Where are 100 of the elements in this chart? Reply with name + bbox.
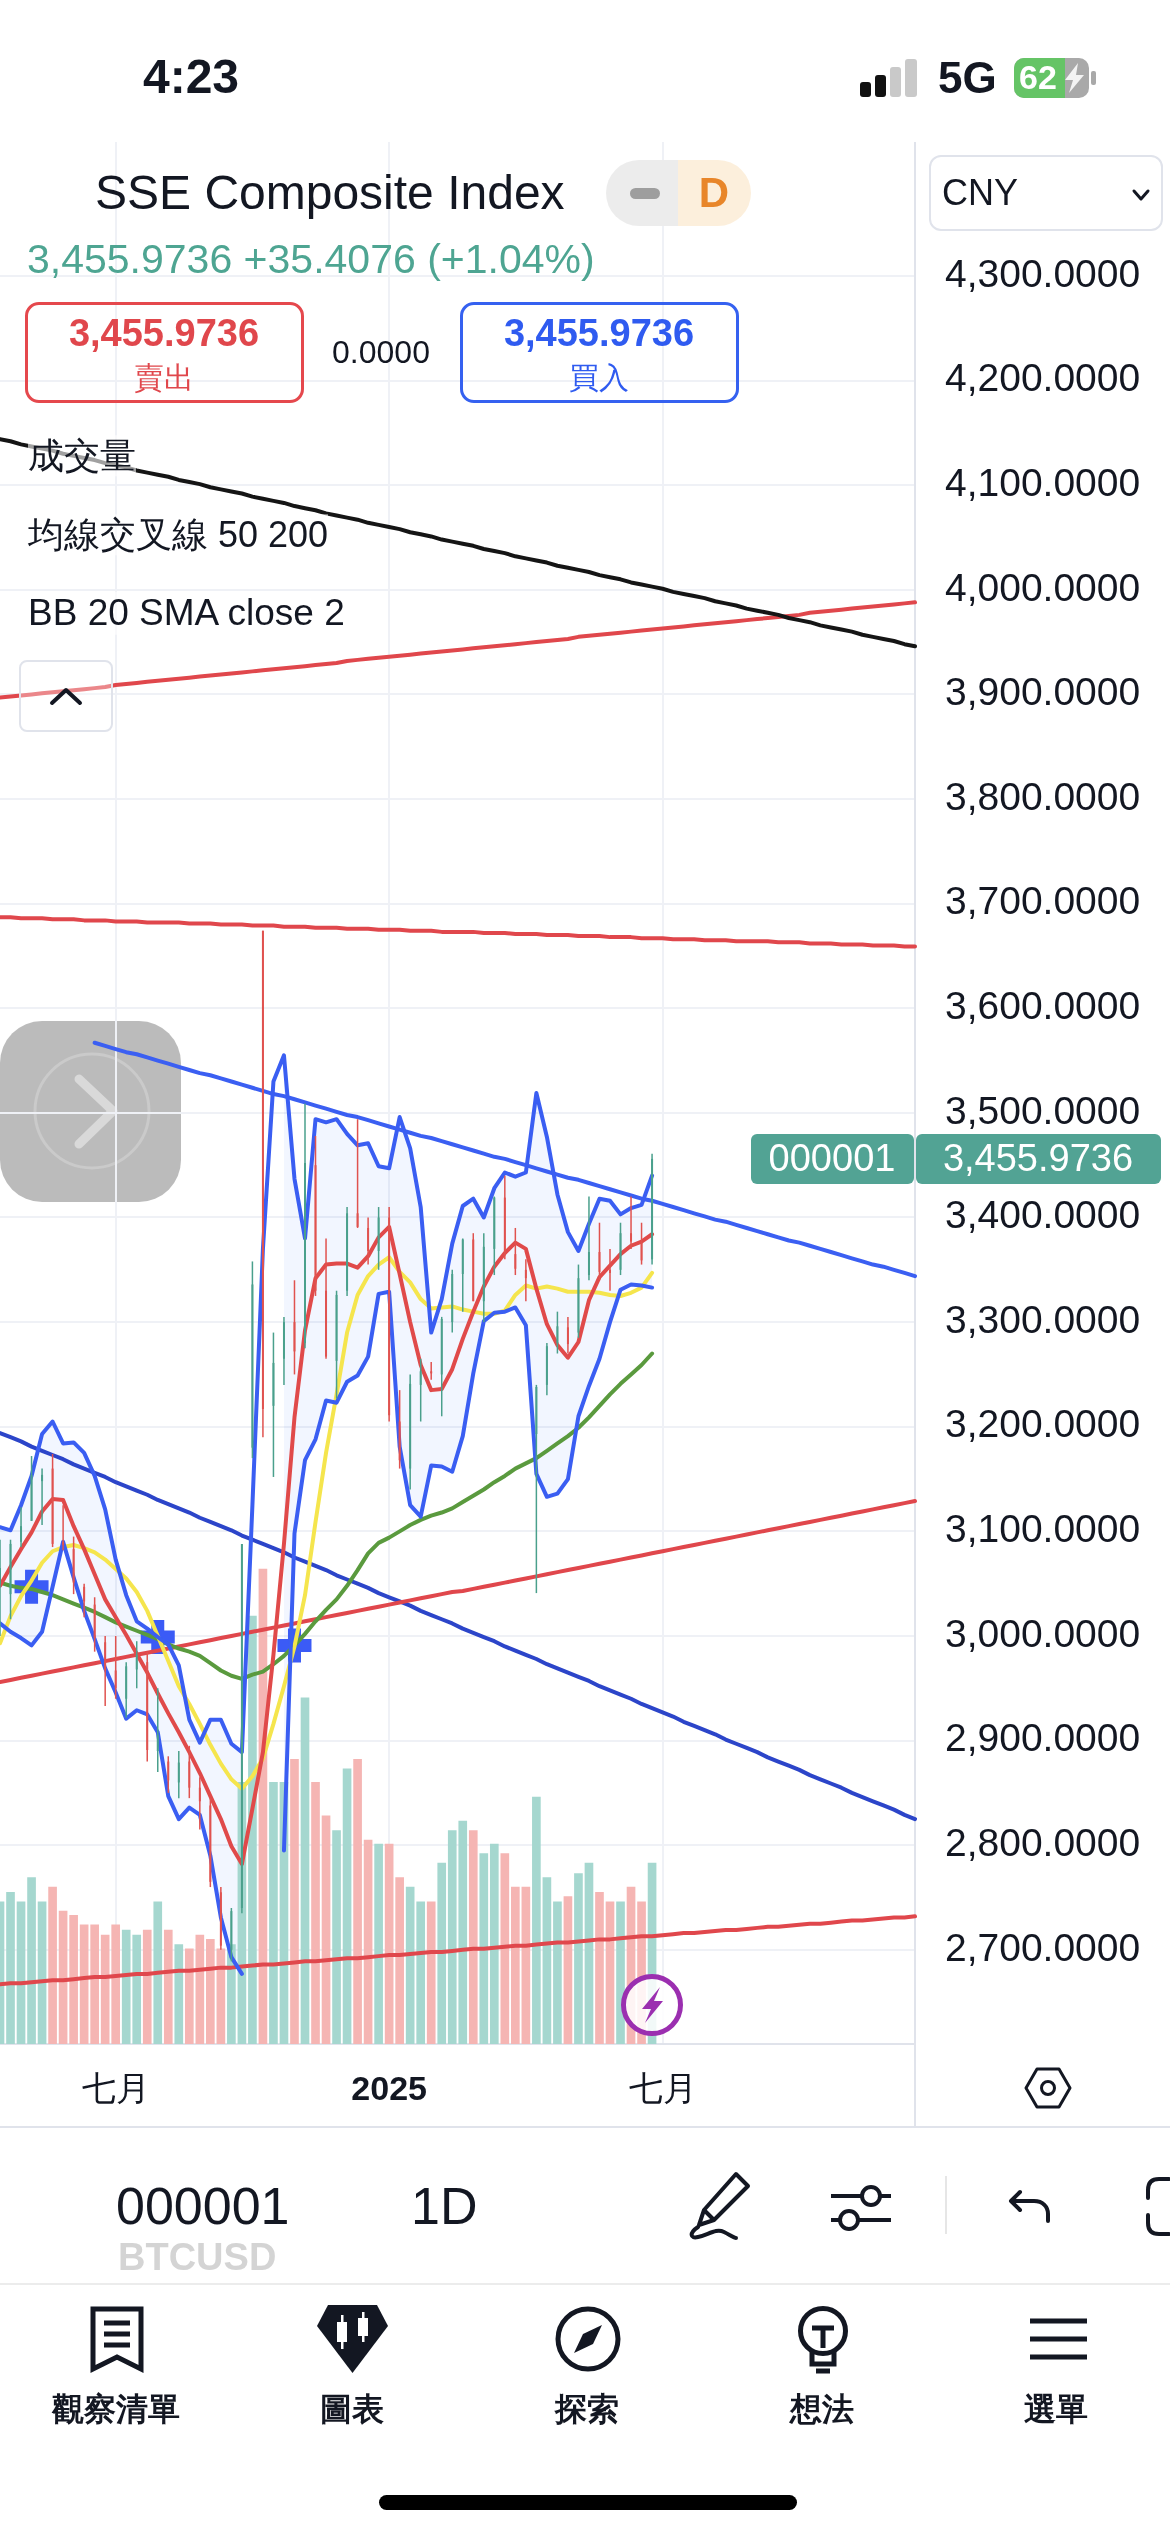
candlestick [41,1467,44,1526]
candlestick [566,1316,569,1355]
bar [511,1886,520,2044]
y-tick-label: 4,000.0000 [945,565,1141,609]
bar [290,1759,299,2044]
annotation: 均線交叉線 50 200 [28,514,329,556]
candlestick [177,1750,180,1799]
candlestick [83,1582,86,1618]
candlestick [356,1118,359,1229]
annotation: 3,455.9736 [503,312,695,356]
bar [532,1796,541,2044]
bar [542,1877,552,2044]
candlestick [514,1227,517,1276]
candlestick [440,1316,443,1418]
text: 探索 [555,2390,619,2428]
candlestick [135,1640,138,1690]
annotation: D [698,168,730,218]
bar [437,1862,447,2044]
x-tick-label: 2025 [351,2068,427,2107]
candlestick [72,1535,75,1595]
candlestick [335,1289,338,1400]
bar [79,1924,89,2044]
bar [311,1782,320,2044]
bar [479,1853,489,2044]
candlestick [535,1384,538,1594]
bar [584,1862,594,2044]
bar [342,1768,352,2044]
bar [206,1939,215,2044]
bar [332,1830,341,2044]
bar [153,1901,163,2044]
bar [468,1830,478,2044]
bar [90,1924,99,2044]
candlestick [377,1206,380,1271]
bar [16,1901,26,2044]
candlestick [198,1776,201,1831]
candlestick [587,1195,590,1282]
y-tick-label: 4,300.0000 [945,251,1141,295]
bar [605,1901,615,2044]
y-tick-label: 3,700.0000 [945,879,1141,923]
text: 3,455.9736 [942,1137,1134,1181]
text: 1D [411,2177,478,2237]
bar [384,1843,394,2044]
bar [353,1759,362,2044]
y-tick-label: 3,000.0000 [945,1611,1141,1655]
y-tick-label: 2,900.0000 [945,1716,1141,1760]
candlestick [156,1687,159,1773]
annotation: 3,455.9736 [68,312,260,356]
text: 000001 [116,2177,290,2237]
candlestick [9,1538,12,1620]
candlestick [304,1102,306,1350]
candlestick [419,1357,422,1423]
y-tick-label: 2,800.0000 [945,1820,1141,1864]
annotation: 買入 [569,360,629,396]
candlestick [20,1506,23,1548]
bar [58,1910,68,2044]
bar [500,1853,510,2044]
text: 選單 [1024,2390,1088,2428]
y-tick-label: 3,800.0000 [945,774,1141,818]
y-tick-label: 3,900.0000 [945,670,1141,714]
bar [48,1886,57,2044]
y-tick-label: 3,300.0000 [945,1297,1141,1341]
text: 想法 [790,2390,854,2428]
bar [27,1877,36,2044]
bar [142,1929,152,2044]
candlestick [556,1310,559,1355]
candlestick [524,1258,527,1302]
annotation: BB 20 SMA close 2 [28,591,345,635]
bar [595,1891,604,2044]
x-tick-label: 七月 [81,2068,150,2107]
candlestick [472,1232,475,1302]
candlestick [167,1755,170,1794]
text: 圖表 [320,2390,384,2428]
bar [163,1929,173,2044]
bar [374,1843,383,2044]
y-tick-label: 3,100.0000 [945,1507,1141,1551]
text: 5G [938,52,997,104]
candlestick [430,1361,433,1381]
candlestick [30,1455,33,1522]
bar [395,1877,404,2044]
bar [521,1886,531,2044]
candlestick [62,1504,65,1551]
bar [269,1782,278,2044]
bar [37,1901,47,2044]
candlestick [93,1596,96,1653]
bar [300,1697,310,2044]
bar [553,1901,562,2044]
candlestick [619,1221,622,1276]
y-tick-label: 3,200.0000 [945,1402,1141,1446]
candlestick [272,1331,275,1478]
candlestick [188,1745,191,1799]
bar [69,1914,78,2044]
bar [563,1896,573,2044]
text: 4:23 [142,49,240,105]
bar [616,1901,625,2044]
candlestick [609,1248,611,1292]
text: 觀察清單 [52,2390,180,2428]
y-tick-label: 4,200.0000 [945,356,1141,400]
bar [174,1944,184,2044]
x-tick-label: 七月 [628,2068,697,2107]
bar [321,1815,331,2044]
